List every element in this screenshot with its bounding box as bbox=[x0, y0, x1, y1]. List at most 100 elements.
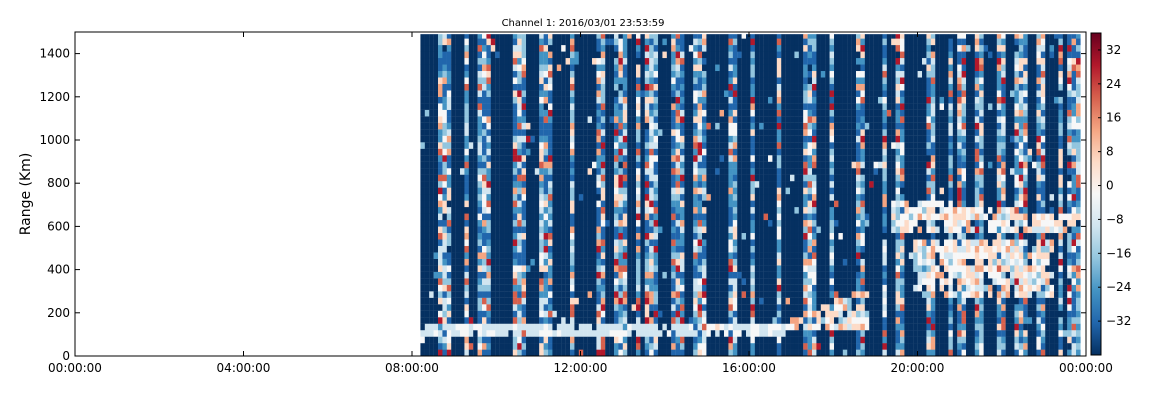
heatmap-cell bbox=[477, 142, 483, 149]
heatmap-cell bbox=[446, 83, 452, 91]
heatmap-cell bbox=[468, 226, 474, 234]
heatmap-cell bbox=[816, 161, 821, 169]
heatmap-cell bbox=[556, 200, 562, 208]
heatmap-cell bbox=[688, 57, 694, 65]
heatmap-cell bbox=[477, 304, 483, 311]
heatmap-cell bbox=[803, 343, 808, 350]
heatmap-cell bbox=[794, 129, 799, 136]
heatmap-cell bbox=[644, 226, 650, 234]
heatmap-cell bbox=[644, 310, 650, 318]
heatmap-cell bbox=[812, 206, 817, 214]
heatmap-cell bbox=[666, 226, 672, 234]
heatmap-cell bbox=[816, 96, 821, 104]
heatmap-cell bbox=[671, 135, 676, 143]
heatmap-cell bbox=[772, 181, 777, 188]
heatmap-cell bbox=[420, 51, 425, 59]
heatmap-cell bbox=[666, 213, 672, 221]
heatmap-cell bbox=[543, 96, 549, 104]
heatmap-cell bbox=[847, 90, 852, 97]
heatmap-cell bbox=[464, 239, 469, 246]
heatmap-cell bbox=[482, 265, 487, 272]
heatmap-cell bbox=[671, 187, 676, 195]
heatmap-cell bbox=[776, 96, 782, 104]
heatmap-cell bbox=[504, 330, 509, 337]
heatmap-cell bbox=[451, 297, 456, 305]
heatmap-cell bbox=[561, 64, 566, 72]
heatmap-cell bbox=[446, 57, 452, 65]
heatmap-cell bbox=[754, 232, 760, 240]
heatmap-cell bbox=[697, 304, 703, 311]
heatmap-cell bbox=[605, 310, 610, 318]
heatmap-cell bbox=[812, 57, 817, 65]
heatmap-cell bbox=[807, 213, 813, 221]
heatmap-cell bbox=[561, 194, 566, 201]
heatmap-cell bbox=[424, 232, 430, 240]
heatmap-cell bbox=[504, 206, 509, 214]
heatmap-cell bbox=[820, 206, 826, 214]
heatmap-cell bbox=[842, 310, 848, 318]
heatmap-cell bbox=[746, 168, 751, 175]
heatmap-cell bbox=[460, 232, 465, 240]
heatmap-cell bbox=[583, 109, 588, 117]
heatmap-cell bbox=[798, 219, 804, 227]
heatmap-cell bbox=[820, 265, 826, 272]
heatmap-cell bbox=[517, 310, 522, 318]
heatmap-cell bbox=[433, 330, 439, 337]
heatmap-cell bbox=[803, 323, 808, 331]
heatmap-cell bbox=[631, 142, 637, 149]
heatmap-cell bbox=[438, 265, 443, 272]
heatmap-cell bbox=[741, 219, 747, 227]
heatmap-cell bbox=[666, 57, 672, 65]
heatmap-cell bbox=[473, 194, 478, 201]
heatmap-cell bbox=[763, 34, 769, 39]
heatmap-cell bbox=[759, 51, 764, 59]
heatmap-cell bbox=[420, 103, 425, 110]
heatmap-cell bbox=[666, 83, 672, 91]
heatmap-cell bbox=[596, 239, 601, 246]
heatmap-cell bbox=[781, 187, 786, 195]
heatmap-cell bbox=[776, 265, 782, 272]
heatmap-cell bbox=[785, 77, 791, 84]
heatmap-cell bbox=[675, 155, 681, 162]
heatmap-cell bbox=[556, 109, 562, 117]
heatmap-cell bbox=[715, 245, 720, 253]
heatmap-cell bbox=[820, 83, 826, 91]
heatmap-cell bbox=[649, 64, 654, 72]
heatmap-cell bbox=[600, 116, 606, 123]
heatmap-cell bbox=[433, 258, 439, 266]
heatmap-column bbox=[772, 34, 777, 356]
heatmap-column bbox=[825, 34, 830, 356]
heatmap-cell bbox=[543, 310, 549, 318]
heatmap-cell bbox=[693, 252, 698, 259]
heatmap-cell bbox=[420, 291, 425, 298]
heatmap-cell bbox=[631, 239, 637, 246]
heatmap-cell bbox=[675, 129, 681, 136]
heatmap-cell bbox=[812, 213, 817, 221]
heatmap-cell bbox=[468, 51, 474, 59]
heatmap-cell bbox=[763, 109, 769, 117]
heatmap-cell bbox=[618, 226, 623, 234]
heatmap-cell bbox=[482, 317, 487, 324]
heatmap-cell bbox=[451, 206, 456, 214]
heatmap-cell bbox=[534, 310, 540, 318]
heatmap-cell bbox=[636, 51, 641, 59]
heatmap-cell bbox=[666, 142, 672, 149]
heatmap-cell bbox=[702, 343, 707, 350]
heatmap-cell bbox=[644, 317, 650, 324]
heatmap-cell bbox=[482, 304, 487, 311]
heatmap-cell bbox=[543, 265, 549, 272]
heatmap-cell bbox=[697, 194, 703, 201]
heatmap-cell bbox=[658, 265, 663, 272]
heatmap-cell bbox=[680, 200, 685, 208]
heatmap-cell bbox=[675, 77, 681, 84]
heatmap-cell bbox=[838, 122, 843, 130]
heatmap-cell bbox=[772, 245, 777, 253]
heatmap-cell bbox=[781, 258, 786, 266]
heatmap-cell bbox=[834, 297, 839, 305]
heatmap-cell bbox=[473, 252, 478, 259]
heatmap-cell bbox=[433, 142, 439, 149]
heatmap-cell bbox=[732, 330, 738, 337]
heatmap-cell bbox=[556, 310, 562, 318]
heatmap-cell bbox=[592, 155, 597, 162]
heatmap-cell bbox=[468, 116, 474, 123]
